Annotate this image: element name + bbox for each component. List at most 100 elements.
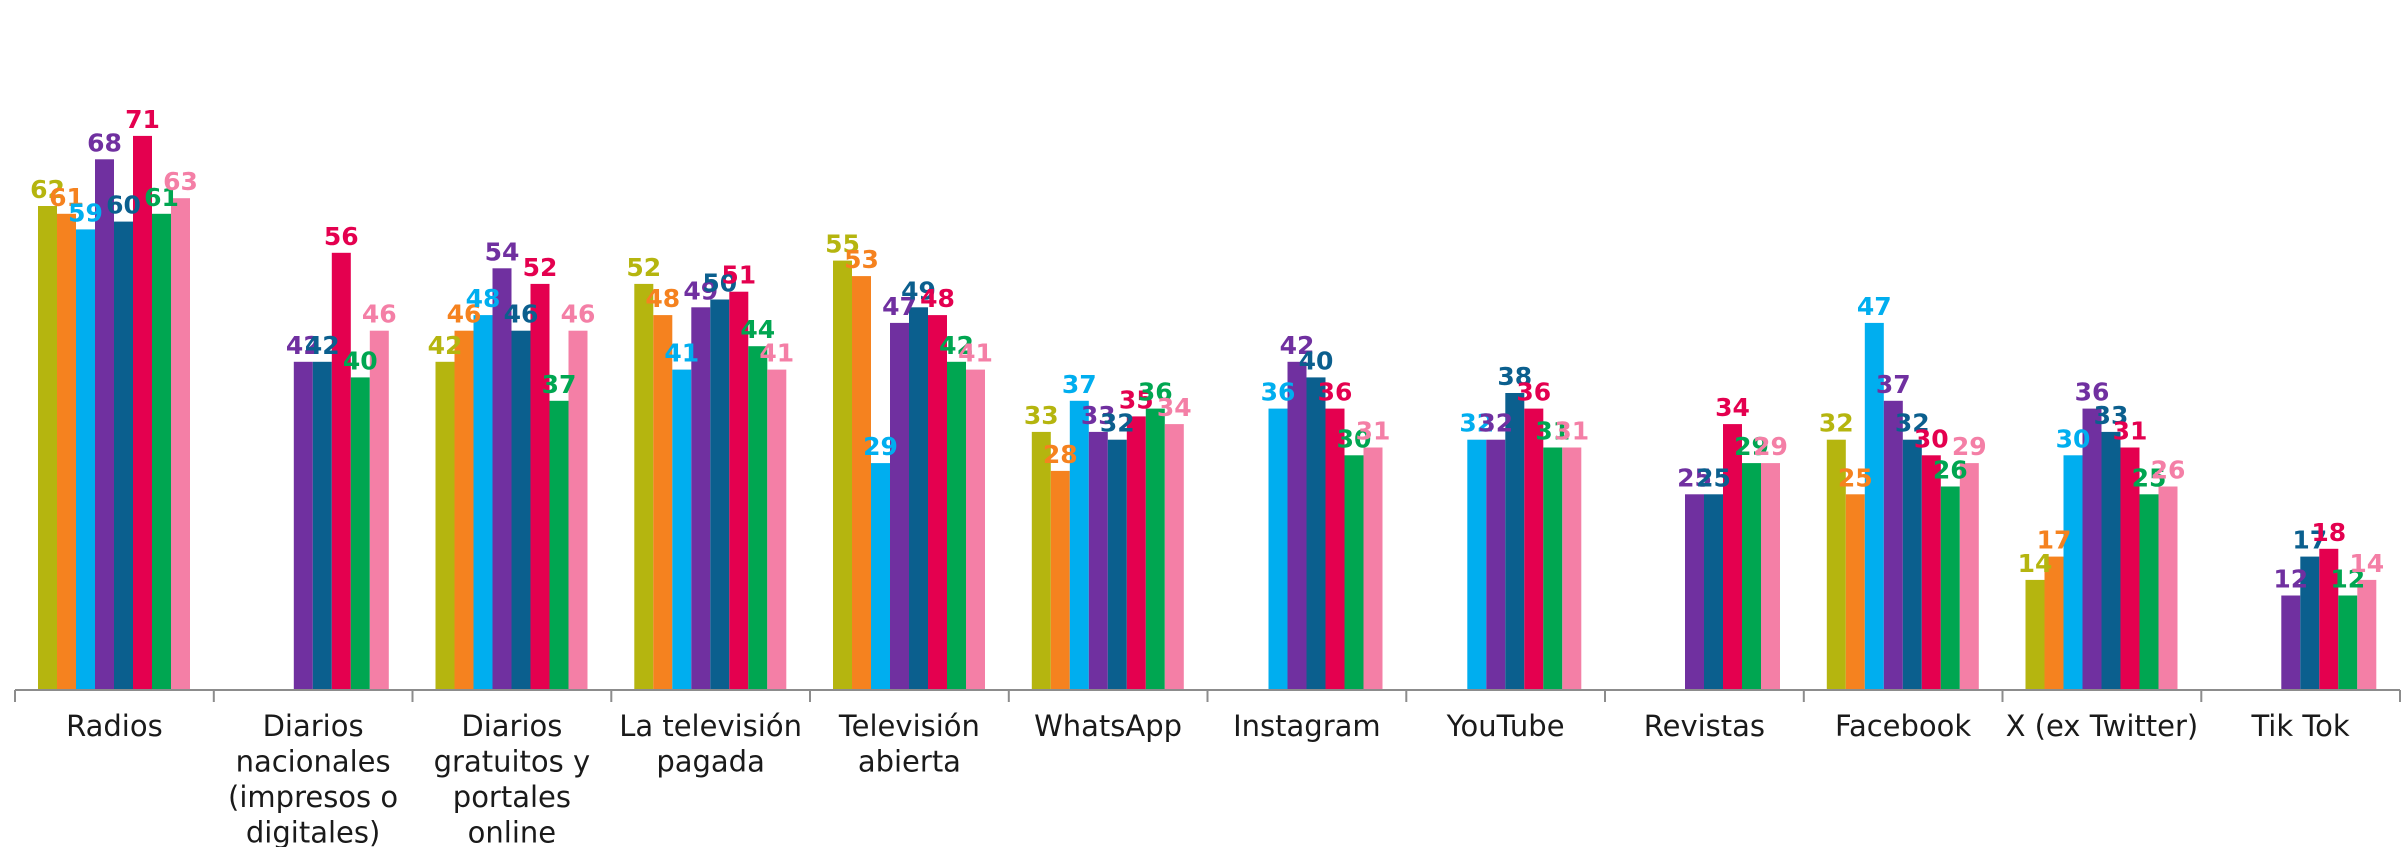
data-label: 44 [740, 315, 775, 344]
data-label: 42 [305, 331, 340, 360]
bar [1723, 424, 1742, 689]
category-label: Diarios gratuitos y portales online [434, 709, 591, 847]
data-label: 26 [1933, 456, 1968, 485]
data-label: 26 [2151, 456, 2186, 485]
data-label: 30 [1337, 424, 1372, 453]
data-label: 30 [2056, 424, 2091, 453]
data-label: 42 [428, 331, 463, 360]
data-label: 41 [958, 339, 993, 368]
value-labels-layer: 6261596860716163424256404642464854465237… [30, 105, 2384, 594]
bar [1742, 463, 1761, 689]
bar [2025, 579, 2045, 689]
data-label: 37 [1876, 370, 1911, 399]
bar [672, 369, 692, 689]
bar [331, 252, 351, 690]
data-label: 28 [1043, 440, 1078, 469]
data-label: 29 [1952, 432, 1987, 461]
data-label: 25 [1677, 463, 1712, 492]
bar [928, 315, 947, 689]
data-label: 32 [1100, 409, 1135, 438]
bar [312, 361, 332, 689]
data-label: 37 [1062, 370, 1097, 399]
data-label: 36 [1138, 378, 1173, 407]
data-label: 59 [68, 198, 103, 227]
data-label: 32 [1459, 409, 1494, 438]
data-label: 48 [920, 284, 955, 313]
data-label: 14 [2349, 549, 2384, 578]
x-axis [14, 689, 2401, 702]
bar [95, 159, 114, 690]
data-label: 14 [2018, 549, 2053, 578]
bar [2338, 595, 2358, 689]
category-label: X (ex Twitter) [2006, 709, 2199, 743]
data-label: 71 [125, 105, 160, 134]
data-label: 40 [1299, 346, 1334, 375]
bar [1902, 439, 1922, 689]
data-label: 42 [286, 331, 321, 360]
bar [634, 283, 654, 689]
bar [2139, 494, 2159, 690]
bar [890, 322, 909, 689]
data-label: 31 [2113, 417, 2148, 446]
bar [1543, 447, 1563, 689]
data-label: 68 [87, 128, 122, 157]
data-label: 47 [882, 292, 917, 321]
data-label: 60 [106, 191, 141, 220]
data-label: 18 [2311, 518, 2346, 547]
data-label: 48 [645, 284, 680, 313]
data-label: 62 [30, 175, 65, 204]
bar [114, 221, 133, 689]
bar [653, 315, 673, 689]
bar [1940, 486, 1960, 689]
category-label: Tik Tok [2250, 709, 2349, 743]
data-label: 56 [324, 222, 359, 251]
bar [909, 307, 928, 689]
data-label: 33 [2094, 401, 2129, 430]
bar [947, 361, 966, 689]
bar [435, 361, 455, 689]
data-label: 41 [664, 339, 699, 368]
bar [1761, 463, 1780, 689]
bar [1344, 455, 1364, 689]
bar [473, 315, 493, 689]
data-label: 12 [2273, 565, 2308, 594]
data-label: 50 [702, 269, 737, 298]
data-label: 29 [1734, 432, 1769, 461]
bar [530, 283, 550, 689]
data-label: 12 [2330, 565, 2365, 594]
data-label: 35 [1119, 385, 1154, 414]
bar [1069, 400, 1089, 689]
bar [748, 346, 768, 689]
data-label: 31 [1535, 417, 1570, 446]
category-label: Radios [66, 709, 163, 743]
category-label: Revistas [1644, 709, 1765, 743]
bar [1826, 439, 1846, 689]
bar [1287, 361, 1307, 689]
data-label: 38 [1497, 362, 1532, 391]
bar [2281, 595, 2301, 689]
bar [1126, 416, 1146, 689]
category-label: La televisión pagada [619, 709, 802, 779]
bar [1845, 494, 1865, 690]
data-label: 37 [542, 370, 577, 399]
bar [2300, 556, 2320, 689]
category-label: Facebook [1835, 709, 1971, 743]
bar [1704, 494, 1723, 690]
bar [350, 377, 370, 689]
data-label: 46 [504, 300, 539, 329]
data-label: 25 [2132, 463, 2167, 492]
data-label: 29 [863, 432, 898, 461]
data-label: 41 [759, 339, 794, 368]
bar [1562, 447, 1582, 689]
bar [1505, 393, 1525, 689]
data-label: 40 [343, 346, 378, 375]
bar [171, 198, 190, 689]
data-label: 34 [1715, 393, 1750, 422]
category-label: Diarios nacionales (impresos o digitales) [228, 709, 398, 847]
data-label: 33 [1024, 401, 1059, 430]
bar [1050, 470, 1070, 689]
bar [1921, 455, 1941, 689]
data-label: 32 [1478, 409, 1513, 438]
data-label: 46 [561, 300, 596, 329]
